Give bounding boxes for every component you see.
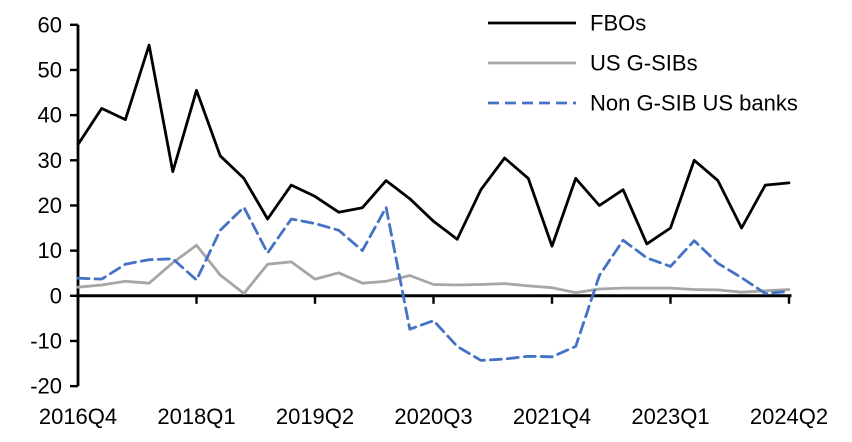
y-axis-ticks: 60 50 40 30 20 10 0 -10 -20 (30, 12, 78, 399)
x-axis-ticks: 2016Q4 2018Q1 2019Q2 2020Q3 2021Q4 2023Q1 2024… (39, 295, 828, 429)
legend-label: US G-SIBs (590, 51, 698, 76)
axes (76, 24, 792, 387)
x-tick-label: 2024Q2 (750, 404, 828, 429)
legend-item: US G-SIBs (488, 51, 698, 76)
x-tick-label: 2019Q2 (276, 404, 354, 429)
legend: FBOs US G-SIBs Non G-SIB US banks (488, 11, 798, 116)
y-tick-label: 60 (38, 12, 62, 37)
legend-label: FBOs (590, 11, 646, 36)
y-tick-label: 30 (38, 148, 62, 173)
series-line-non-g-sib-us-banks (76, 205, 791, 362)
x-tick-label: 2018Q1 (157, 404, 235, 429)
x-tick-label: 2023Q1 (631, 404, 709, 429)
y-tick-label: 50 (38, 57, 62, 82)
y-tick-label: 0 (50, 283, 62, 308)
series-lines (76, 43, 791, 362)
series-line-us-g-sibs (76, 243, 791, 295)
y-tick-label: 20 (38, 193, 62, 218)
y-tick-label: 10 (38, 238, 62, 263)
x-tick-label: 2016Q4 (39, 404, 117, 429)
x-tick-label: 2020Q3 (394, 404, 472, 429)
y-tick-label: -20 (30, 374, 62, 399)
y-tick-label: 40 (38, 103, 62, 128)
legend-item: FBOs (488, 11, 646, 36)
x-tick-label: 2021Q4 (513, 404, 591, 429)
y-tick-label: -10 (30, 328, 62, 353)
legend-label: Non G-SIB US banks (590, 91, 798, 116)
legend-item: Non G-SIB US banks (488, 91, 798, 116)
series-line-fbos (76, 43, 791, 248)
